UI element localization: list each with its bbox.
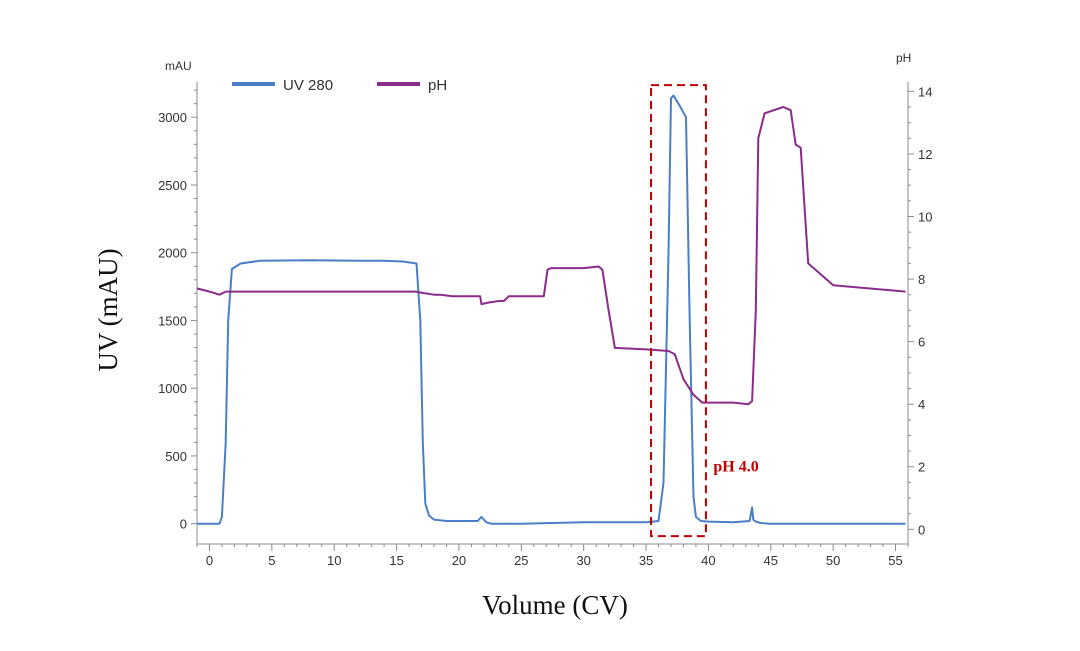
x-tick-label: 55	[888, 553, 902, 568]
elution-peak-highlight-box	[650, 84, 707, 538]
y-axis-title: UV (mAU)	[93, 248, 123, 371]
y2-tick-label: 0	[918, 522, 925, 537]
y2-axis-unit-label: pH	[896, 51, 911, 65]
legend: UV 280 pH	[232, 77, 447, 94]
x-tick-label: 35	[639, 553, 653, 568]
y2-tick-label: 10	[918, 210, 932, 225]
annotations: pH 4.0	[650, 84, 759, 538]
legend-label-ph: pH	[428, 77, 447, 94]
ph-annotation-label: pH 4.0	[713, 458, 758, 475]
legend-label-uv280: UV 280	[283, 77, 333, 94]
y-tick-label: 2000	[158, 246, 187, 261]
y-tick-label: 3000	[158, 110, 187, 125]
y2-tick-label: 12	[918, 147, 932, 162]
x-tick-label: 5	[268, 553, 275, 568]
x-axis-title: Volume (CV)	[482, 590, 628, 620]
ph-series-line	[196, 106, 906, 406]
x-tick-label: 15	[389, 553, 403, 568]
x-tick-label: 10	[327, 553, 341, 568]
y-tick-label: 0	[180, 517, 187, 532]
axis-ticks	[191, 89, 914, 551]
y2-tick-label: 2	[918, 460, 925, 475]
series-lines	[196, 94, 906, 525]
x-tick-label: 20	[452, 553, 466, 568]
x-tick-label: 45	[764, 553, 778, 568]
y-axis-unit-label: mAU	[165, 59, 192, 73]
y-tick-label: 500	[165, 449, 187, 464]
x-tick-label: 25	[514, 553, 528, 568]
y2-tick-label: 8	[918, 272, 925, 287]
y2-tick-label: 14	[918, 84, 932, 99]
y-tick-label: 2500	[158, 178, 187, 193]
y2-tick-label: 6	[918, 335, 925, 350]
uv280-series-line	[197, 94, 906, 525]
y-tick-label: 1500	[158, 313, 187, 328]
x-tick-label: 30	[576, 553, 590, 568]
x-tick-label: 0	[206, 553, 213, 568]
x-tick-label: 50	[826, 553, 840, 568]
y-tick-label: 1000	[158, 381, 187, 396]
tick-labels: 0 5 10 15 20 25 30 35 40 45 50 55050010001500200025…	[158, 84, 932, 568]
y2-tick-label: 4	[918, 397, 925, 412]
x-tick-label: 40	[701, 553, 715, 568]
